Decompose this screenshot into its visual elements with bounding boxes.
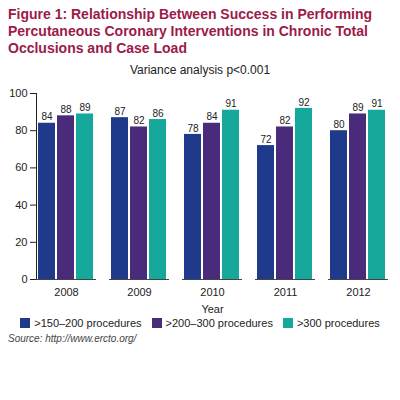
svg-text:80: 80 bbox=[15, 124, 27, 136]
svg-text:78: 78 bbox=[187, 123, 199, 134]
svg-text:88: 88 bbox=[60, 104, 72, 115]
svg-text:91: 91 bbox=[225, 98, 237, 109]
svg-text:82: 82 bbox=[133, 115, 145, 126]
svg-text:72: 72 bbox=[260, 134, 272, 145]
html-text:>200–300 procedures: >200–300 procedures bbox=[165, 317, 273, 329]
svg-text:80: 80 bbox=[333, 119, 345, 130]
svg-text:84: 84 bbox=[41, 111, 53, 122]
svg-text:100: 100 bbox=[9, 87, 27, 99]
svg-text:2009: 2009 bbox=[127, 286, 151, 298]
svg-text:60: 60 bbox=[15, 161, 27, 173]
html-text:Source: http://www.ercto.org/: Source: http://www.ercto.org/ bbox=[8, 333, 137, 344]
svg-text:89: 89 bbox=[352, 102, 364, 113]
svg-text:20: 20 bbox=[15, 236, 27, 248]
html-text:>150–200 procedures: >150–200 procedures bbox=[34, 317, 142, 329]
svg-text:87: 87 bbox=[114, 106, 126, 117]
svg-text:Year: Year bbox=[201, 303, 224, 315]
svg-text:84: 84 bbox=[206, 111, 218, 122]
svg-text:86: 86 bbox=[152, 108, 164, 119]
html-text:Figure 1: Relationship Between: Figure 1: Relationship Between Success i… bbox=[8, 6, 373, 56]
svg-text:0: 0 bbox=[21, 273, 27, 285]
svg-text:89: 89 bbox=[79, 102, 91, 113]
svg-text:2011: 2011 bbox=[274, 286, 298, 298]
svg-text:40: 40 bbox=[15, 199, 27, 211]
svg-text:2010: 2010 bbox=[200, 286, 224, 298]
svg-text:92: 92 bbox=[298, 97, 310, 108]
svg-text:82: 82 bbox=[279, 115, 291, 126]
svg-text:91: 91 bbox=[371, 98, 383, 109]
svg-text:2012: 2012 bbox=[346, 286, 370, 298]
html-text:>300 procedures: >300 procedures bbox=[296, 317, 380, 329]
svg-text:2008: 2008 bbox=[54, 286, 78, 298]
html-text:Variance analysis p<0.001: Variance analysis p<0.001 bbox=[129, 63, 271, 77]
